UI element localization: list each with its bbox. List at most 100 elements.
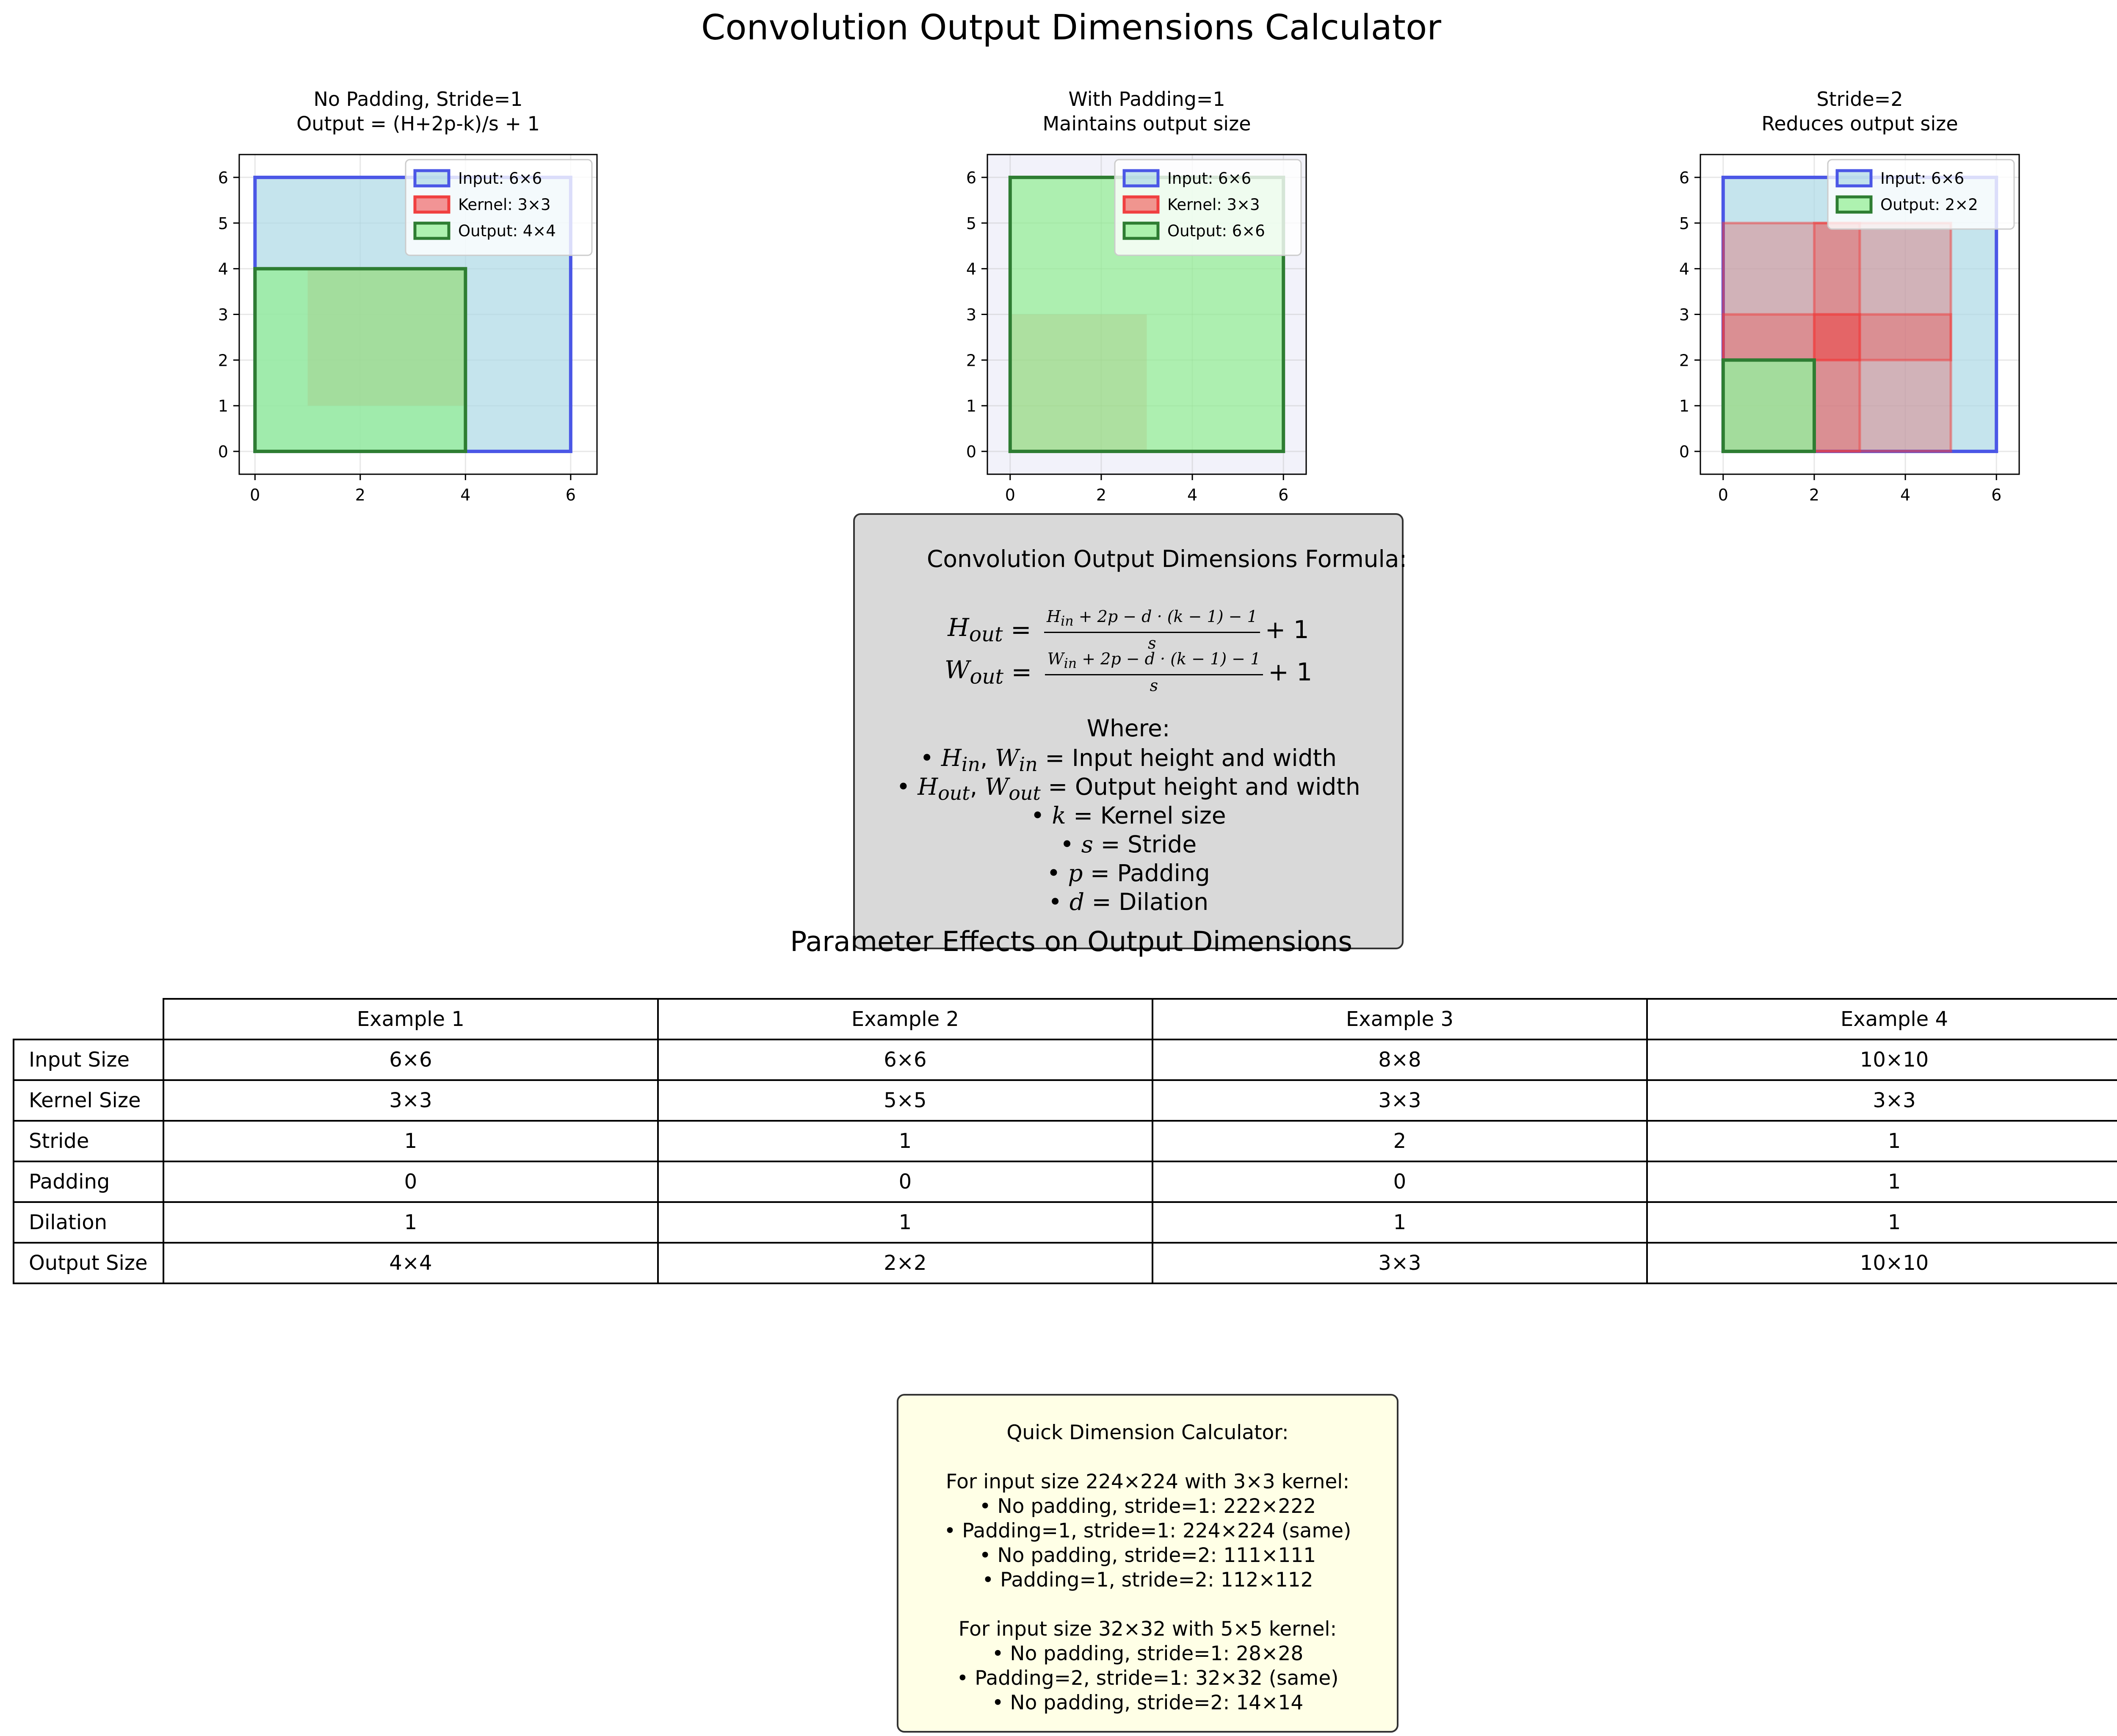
- w-out-lhs-sub: out: [970, 665, 1004, 689]
- row-label: Stride: [13, 1120, 164, 1162]
- legend-label: Input: 6×6: [458, 169, 542, 188]
- legend-swatch: [1835, 195, 1873, 214]
- h-out-num-var: H: [1047, 607, 1061, 626]
- math-variable: p: [1068, 860, 1083, 887]
- y-tick-label: 4: [966, 260, 976, 279]
- table-cell: 0: [657, 1161, 1153, 1203]
- calculator-line: • No padding, stride=1: 222×222: [979, 1495, 1316, 1518]
- table-cell: 10×10: [1646, 1039, 2117, 1081]
- table-cell: 1: [657, 1201, 1153, 1244]
- y-tick-label: 1: [1679, 397, 1689, 415]
- y-tick-label: 3: [966, 306, 976, 324]
- table-cell: 0: [162, 1161, 659, 1203]
- legend: Input: 6×6 Output: 2×2: [1827, 159, 2015, 230]
- table-title: Parameter Effects on Output Dimensions: [790, 926, 1352, 958]
- quick-calculator-box: Quick Dimension Calculator: For input siz…: [897, 1394, 1398, 1733]
- table-cell: 8×8: [1151, 1039, 1648, 1081]
- y-tick-label: 1: [966, 397, 976, 415]
- where-item: • p = Padding: [1047, 860, 1210, 887]
- calculator-line: • No padding, stride=1: 28×28: [992, 1642, 1304, 1665]
- table-cell: 1: [1151, 1201, 1648, 1244]
- h-out-den: s: [1148, 633, 1156, 652]
- y-tick-label: 3: [218, 306, 228, 324]
- table-cell: 6×6: [162, 1039, 659, 1081]
- legend-swatch: [413, 195, 450, 214]
- diagram-title: No Padding, Stride=1: [313, 88, 522, 111]
- parameter-table: Example 1 Example 2 Example 3 Example 4 Inpu…: [13, 998, 2117, 1284]
- kernel-step-rect: [1813, 313, 1952, 453]
- math-variable: Hin: [941, 744, 981, 776]
- math-variable: Hout: [918, 773, 970, 804]
- legend-swatch: [1122, 195, 1160, 214]
- table-cell: 1: [657, 1120, 1153, 1162]
- table-cell: 1: [1646, 1161, 2117, 1203]
- y-tick-label: 6: [966, 169, 976, 187]
- x-tick-label: 2: [355, 486, 365, 504]
- x-tick-label: 0: [250, 486, 260, 504]
- w-out-formula: Wout = Win + 2p − d · (k − 1) − 1 s + 1: [944, 650, 1313, 695]
- kernel-step-rect: [1813, 221, 1952, 362]
- calculator-line: • Padding=1, stride=2: 112×112: [982, 1568, 1313, 1592]
- x-tick-label: 4: [460, 486, 470, 504]
- row-label: Kernel Size: [13, 1079, 164, 1122]
- legend-label: Output: 4×4: [458, 222, 556, 240]
- table-row: Input Size 6×6 6×6 8×8 10×10: [13, 1039, 2117, 1081]
- table-corner: [14, 999, 164, 1040]
- h-out-fraction: Hin + 2p − d · (k − 1) − 1 s: [1044, 607, 1260, 652]
- x-tick-label: 0: [1718, 486, 1728, 504]
- diagram-title: Stride=2: [1816, 88, 1903, 111]
- y-tick-label: 6: [1679, 169, 1689, 187]
- calculator-line: • Padding=1, stride=1: 224×224 (same): [944, 1519, 1351, 1542]
- where-label: Where:: [1086, 715, 1170, 742]
- row-label: Dilation: [13, 1201, 164, 1244]
- diagram-title: Reduces output size: [1761, 112, 1958, 135]
- calculator-line: For input size 224×224 with 3×3 kernel:: [945, 1470, 1350, 1493]
- figure-title: Convolution Output Dimensions Calculator: [701, 8, 1441, 48]
- table-cell: 2: [1151, 1120, 1648, 1162]
- x-tick-label: 4: [1900, 486, 1910, 504]
- formula-heading: Convolution Output Dimensions Formula:: [927, 545, 1407, 572]
- table-cell: 1: [1646, 1120, 2117, 1162]
- legend-label: Input: 6×6: [1167, 169, 1251, 188]
- row-label: Input Size: [13, 1039, 164, 1081]
- output-rect: [253, 267, 467, 453]
- legend-label: Output: 6×6: [1167, 222, 1265, 240]
- table-cell: 5×5: [657, 1079, 1153, 1122]
- x-tick-label: 6: [566, 486, 576, 504]
- table-row: Stride 1 1 2 1: [13, 1120, 2117, 1162]
- table-cell: 1: [162, 1201, 659, 1244]
- y-tick-label: 0: [1679, 442, 1689, 461]
- x-tick-label: 0: [1005, 486, 1015, 504]
- legend-swatch: [1122, 169, 1160, 188]
- h-out-num-rest: + 2p − d · (k − 1) − 1: [1073, 607, 1257, 626]
- row-label: Padding: [13, 1161, 164, 1203]
- legend-swatch: [1122, 221, 1160, 240]
- x-tick-label: 6: [1278, 486, 1288, 504]
- legend-swatch: [1835, 169, 1873, 188]
- table-header-row: Example 1 Example 2 Example 3 Example 4: [14, 998, 2117, 1040]
- legend: Input: 6×6 Kernel: 3×3 Output: 6×6: [1114, 159, 1302, 256]
- column-header: Example 2: [657, 998, 1153, 1040]
- table-cell: 0: [1151, 1161, 1648, 1203]
- legend-swatch: [413, 169, 450, 188]
- formula-box: Convolution Output Dimensions Formula: H…: [853, 513, 1407, 949]
- legend-label: Kernel: 3×3: [458, 196, 551, 214]
- diagram-title: Maintains output size: [1042, 112, 1251, 135]
- diagram-title: With Padding=1: [1068, 88, 1225, 111]
- w-out-num-var: W: [1047, 650, 1064, 668]
- x-tick-label: 2: [1809, 486, 1819, 504]
- table-cell: 1: [1646, 1201, 2117, 1244]
- w-out-fraction: Win + 2p − d · (k − 1) − 1 s: [1045, 650, 1263, 695]
- table-cell: 4×4: [162, 1242, 659, 1284]
- y-tick-label: 5: [1679, 214, 1689, 233]
- h-out-num-sub: in: [1061, 614, 1074, 629]
- table-row: Kernel Size 3×3 5×5 3×3 3×3: [13, 1079, 2117, 1122]
- table-cell: 2×2: [657, 1242, 1153, 1284]
- calculator-line: • No padding, stride=2: 111×111: [979, 1544, 1316, 1567]
- legend-label: Output: 2×2: [1880, 196, 1978, 214]
- legend-box: [405, 159, 593, 256]
